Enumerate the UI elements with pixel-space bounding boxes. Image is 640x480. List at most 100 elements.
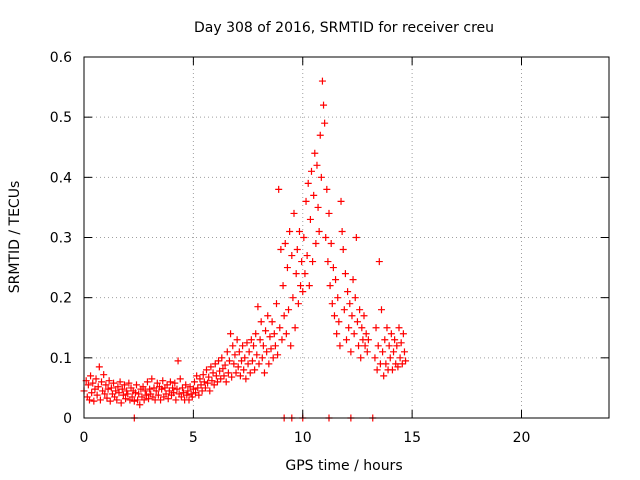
data-point	[197, 381, 205, 389]
data-point	[397, 339, 405, 347]
data-point	[374, 342, 382, 350]
data-point	[87, 372, 95, 380]
data-point	[306, 215, 314, 223]
data-point	[208, 377, 216, 385]
data-point	[190, 378, 198, 386]
y-tick-label: 0.2	[50, 291, 72, 307]
data-point	[289, 294, 297, 302]
data-point	[106, 397, 114, 405]
data-point	[274, 351, 282, 359]
data-point	[242, 375, 250, 383]
data-point	[295, 227, 303, 235]
data-point	[227, 330, 235, 338]
data-point	[241, 354, 249, 362]
data-point	[271, 342, 279, 350]
data-point	[278, 336, 286, 344]
data-point	[206, 387, 214, 395]
data-point	[213, 378, 221, 386]
y-tick-label: 0	[63, 411, 72, 427]
data-point	[269, 354, 277, 362]
data-point	[297, 282, 305, 290]
data-point	[332, 276, 340, 284]
data-point	[350, 330, 358, 338]
data-point	[250, 342, 258, 350]
data-point	[133, 381, 140, 389]
data-point	[164, 395, 172, 403]
data-point	[200, 378, 208, 386]
data-point	[277, 246, 285, 254]
data-point	[292, 270, 300, 278]
data-point	[115, 389, 123, 397]
data-point	[322, 234, 330, 241]
data-point	[207, 363, 215, 371]
data-point	[148, 375, 156, 383]
data-point	[163, 381, 171, 389]
data-point	[172, 396, 180, 404]
data-point	[116, 378, 124, 386]
data-point	[310, 191, 318, 199]
data-point	[130, 397, 138, 405]
data-point	[229, 342, 237, 350]
data-point	[324, 258, 332, 266]
data-point	[193, 372, 201, 380]
data-point	[396, 354, 404, 362]
data-point	[84, 381, 92, 389]
data-point	[142, 391, 150, 399]
data-point	[355, 342, 363, 350]
data-point	[279, 282, 287, 290]
data-point	[302, 197, 310, 205]
data-point	[231, 351, 239, 359]
data-point	[321, 119, 329, 127]
data-point	[140, 396, 148, 404]
data-point	[173, 385, 181, 393]
data-point	[118, 385, 126, 393]
data-point	[270, 330, 278, 338]
data-point	[275, 185, 283, 193]
data-point	[244, 360, 252, 368]
data-point	[344, 288, 352, 296]
data-point	[305, 282, 313, 290]
data-point	[183, 391, 191, 399]
data-point	[223, 348, 231, 356]
data-point	[233, 336, 241, 344]
data-point	[304, 179, 312, 187]
data-point	[143, 378, 151, 386]
data-point	[337, 197, 345, 205]
data-point	[185, 396, 193, 404]
data-point	[379, 348, 387, 356]
data-point	[194, 384, 202, 392]
data-point	[165, 387, 173, 395]
data-point	[309, 258, 317, 266]
data-point	[347, 348, 355, 356]
data-point	[253, 351, 261, 359]
data-point	[312, 240, 320, 248]
data-point	[386, 354, 394, 362]
data-point	[178, 384, 186, 392]
data-point	[314, 203, 322, 211]
data-point	[349, 276, 357, 284]
data-point	[113, 396, 121, 404]
data-point	[288, 252, 296, 260]
data-point	[145, 395, 153, 403]
y-tick-label: 0.5	[50, 110, 72, 126]
data-point	[102, 381, 110, 389]
data-point	[382, 360, 390, 368]
data-point	[232, 369, 240, 377]
data-point	[93, 391, 101, 399]
data-point	[258, 354, 266, 362]
chart-title: Day 308 of 2016, SRMTID for receiver cre…	[194, 20, 494, 36]
data-point	[341, 270, 349, 278]
data-point	[273, 300, 280, 308]
data-point	[333, 330, 341, 338]
data-point	[301, 270, 309, 278]
data-point	[195, 391, 203, 399]
data-point	[222, 378, 230, 386]
data-point	[393, 342, 401, 350]
data-point	[123, 387, 131, 395]
data-point	[291, 324, 299, 332]
data-point	[378, 306, 385, 314]
data-point	[361, 342, 369, 350]
data-point	[225, 357, 233, 365]
data-point	[188, 393, 196, 401]
data-point	[317, 173, 325, 181]
